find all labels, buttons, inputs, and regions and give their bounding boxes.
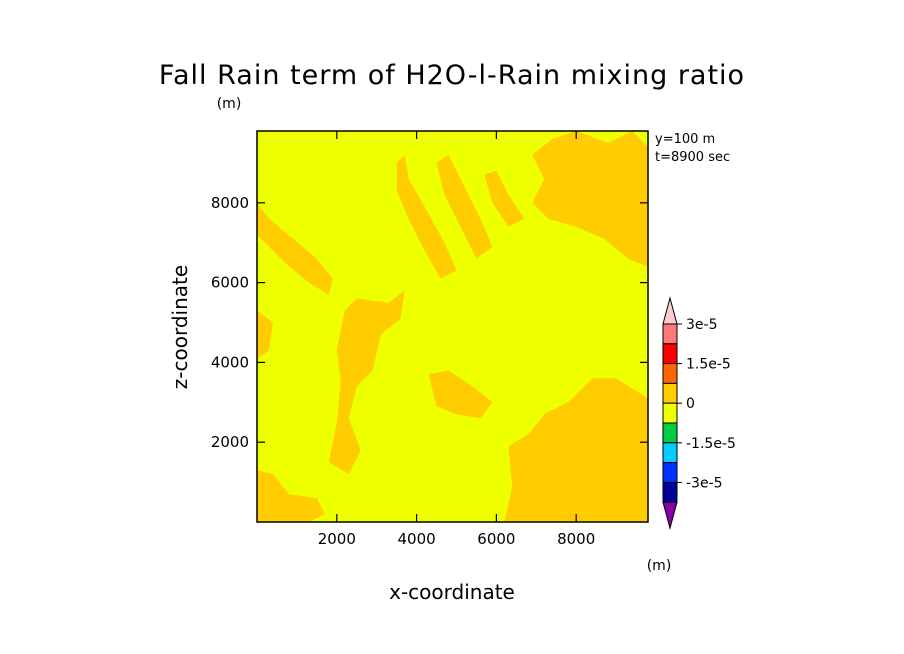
x-axis-ticks: 2000 4000 6000 8000 (318, 131, 595, 548)
colorbar-segment (662, 343, 678, 365)
colorbar-segment (662, 382, 678, 404)
colorbar-segment (662, 462, 678, 483)
y-axis-ticks: 2000 4000 6000 8000 (211, 194, 648, 451)
chart-title: Fall Rain term of H2O-l-Rain mixing rati… (159, 60, 745, 91)
contour-region-stripe-2 (436, 154, 493, 259)
annotation-t: t=8900 sec (655, 150, 730, 165)
colorbar-label: 3e-5 (686, 317, 717, 333)
annotation-y: y=100 m (655, 132, 715, 147)
contour-region-mid-right-patch (428, 370, 493, 419)
y-tick-label: 4000 (211, 353, 249, 371)
colorbar-triangle-bottom (662, 501, 678, 531)
colorbar-segment (662, 402, 678, 424)
y-tick-label: 2000 (211, 433, 249, 451)
contour-region-upper-left-band (257, 202, 333, 295)
contour-region-upper-right-region (532, 131, 648, 267)
colorbar: 3e-5 1.5e-5 0 -1.5e-5 -3e-5 (662, 296, 736, 531)
colorbar-label: -1.5e-5 (686, 436, 736, 452)
colorbar-segment (662, 363, 678, 384)
contour-region-lower-left-patch (257, 470, 325, 522)
contour-region-stripe-3 (484, 170, 525, 227)
colorbar-segment (662, 323, 678, 345)
x-tick-label: 6000 (477, 530, 515, 548)
colorbar-label: 0 (686, 396, 695, 412)
contour-region-stripe-1 (396, 154, 457, 279)
colorbar-units-label: (m) (647, 558, 672, 574)
contour-region-central-column (328, 290, 405, 475)
colorbar-segment (662, 442, 678, 464)
colorbar-triangle-top (662, 296, 678, 325)
y-tick-label: 6000 (211, 274, 249, 292)
colorbar-label: -3e-5 (686, 475, 723, 491)
colorbar-segment (662, 481, 678, 503)
plot-area (257, 131, 648, 522)
y-axis-label: z-coordinate (168, 265, 192, 389)
plot-frame (256, 130, 649, 523)
contour-region-lower-right-region (504, 378, 648, 522)
x-tick-label: 8000 (557, 530, 595, 548)
x-tick-label: 2000 (318, 530, 356, 548)
x-tick-label: 4000 (397, 530, 435, 548)
units-label: (m) (217, 96, 242, 112)
colorbar-label: 1.5e-5 (686, 357, 731, 373)
colorbar-segment (662, 422, 678, 444)
y-tick-label: 8000 (211, 194, 249, 212)
contour-region-left-edge-patch (257, 310, 273, 359)
x-axis-label: x-coordinate (389, 580, 515, 604)
